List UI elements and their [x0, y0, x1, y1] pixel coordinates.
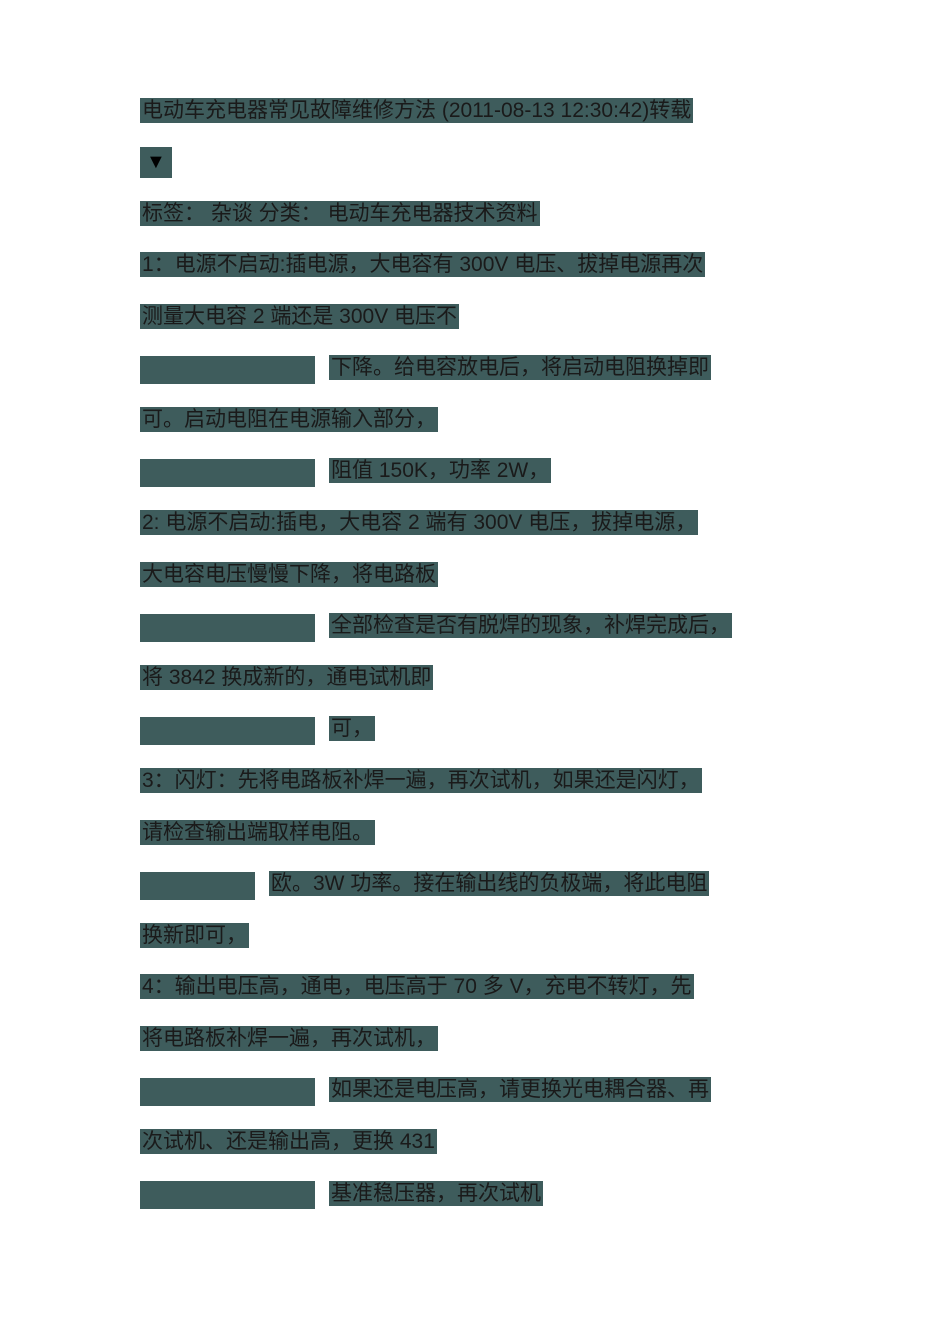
item4-line4: 次试机、还是输出高，更换 431	[140, 1126, 805, 1158]
item4-text3: 如果还是电压高，请更换光电耦合器、再	[329, 1077, 711, 1102]
triangle-icon: ▼	[146, 151, 166, 173]
item3-line4: 换新即可，	[140, 920, 805, 952]
item3-text4: 换新即可，	[140, 923, 249, 948]
item2-line4: 将 3842 换成新的，通电试机即	[140, 662, 805, 694]
item1-line2: 测量大电容 2 端还是 300V 电压不	[140, 301, 805, 333]
item4-text2: 将电路板补焊一遍，再次试机，	[140, 1026, 438, 1051]
title-line: 电动车充电器常见故障维修方法 (2011-08-13 12:30:42)转载	[140, 95, 805, 127]
item2-text2: 大电容电压慢慢下降，将电路板	[140, 562, 438, 587]
indent-block	[140, 1078, 315, 1106]
item4-text4: 次试机、还是输出高，更换 431	[140, 1129, 437, 1154]
indent-block	[140, 1181, 315, 1209]
item4-line3: 如果还是电压高，请更换光电耦合器、再	[140, 1074, 805, 1106]
item2-line3: 全部检查是否有脱焊的现象，补焊完成后，	[140, 610, 805, 642]
title-text: 电动车充电器常见故障维修方法 (2011-08-13 12:30:42)转载	[140, 98, 693, 123]
item1-text1: 1：电源不启动:插电源，大电容有 300V 电压、拔掉电源再次	[140, 252, 705, 277]
indent-block	[140, 614, 315, 642]
indent-block	[140, 356, 315, 384]
item2-line5: 可，	[140, 713, 805, 745]
item3-text3: 欧。3W 功率。接在输出线的负极端，将此电阻	[269, 871, 709, 896]
item1-text4: 可。启动电阻在电源输入部分，	[140, 407, 438, 432]
item1-text5: 阻值 150K，功率 2W，	[329, 458, 551, 483]
item1-line4: 可。启动电阻在电源输入部分，	[140, 404, 805, 436]
document-body: 电动车充电器常见故障维修方法 (2011-08-13 12:30:42)转载 ▼…	[140, 95, 805, 1209]
item2-text5: 可，	[329, 716, 375, 741]
item1-line3: 下降。给电容放电后，将启动电阻换掉即	[140, 352, 805, 384]
item4-line2: 将电路板补焊一遍，再次试机，	[140, 1023, 805, 1055]
indent-block	[140, 717, 315, 745]
item2-text4: 将 3842 换成新的，通电试机即	[140, 665, 433, 690]
indent-block	[140, 459, 315, 487]
item2-line1: 2: 电源不启动:插电，大电容 2 端有 300V 电压，拔掉电源，	[140, 507, 805, 539]
item3-line1: 3：闪灯：先将电路板补焊一遍，再次试机，如果还是闪灯，	[140, 765, 805, 797]
item4-text1: 4：输出电压高，通电，电压高于 70 多 V，充电不转灯，先	[140, 974, 694, 999]
item4-line5: 基准稳压器，再次试机	[140, 1178, 805, 1210]
item3-text1: 3：闪灯：先将电路板补焊一遍，再次试机，如果还是闪灯，	[140, 768, 702, 793]
item1-text2: 测量大电容 2 端还是 300V 电压不	[140, 304, 459, 329]
item3-line3: 欧。3W 功率。接在输出线的负极端，将此电阻	[140, 868, 805, 900]
tags-text: 标签： 杂谈 分类： 电动车充电器技术资料	[140, 201, 540, 226]
item1-text3: 下降。给电容放电后，将启动电阻换掉即	[329, 355, 711, 380]
triangle-line: ▼	[140, 147, 805, 178]
triangle-box: ▼	[140, 147, 172, 178]
item3-text2: 请检查输出端取样电阻。	[140, 820, 375, 845]
item1-line5: 阻值 150K，功率 2W，	[140, 455, 805, 487]
item1-line1: 1：电源不启动:插电源，大电容有 300V 电压、拔掉电源再次	[140, 249, 805, 281]
tags-line: 标签： 杂谈 分类： 电动车充电器技术资料	[140, 198, 805, 230]
indent-block	[140, 872, 255, 900]
item3-line2: 请检查输出端取样电阻。	[140, 817, 805, 849]
item2-text3: 全部检查是否有脱焊的现象，补焊完成后，	[329, 613, 732, 638]
item2-text1: 2: 电源不启动:插电，大电容 2 端有 300V 电压，拔掉电源，	[140, 510, 698, 535]
item2-line2: 大电容电压慢慢下降，将电路板	[140, 559, 805, 591]
item4-line1: 4：输出电压高，通电，电压高于 70 多 V，充电不转灯，先	[140, 971, 805, 1003]
item4-text5: 基准稳压器，再次试机	[329, 1181, 543, 1206]
